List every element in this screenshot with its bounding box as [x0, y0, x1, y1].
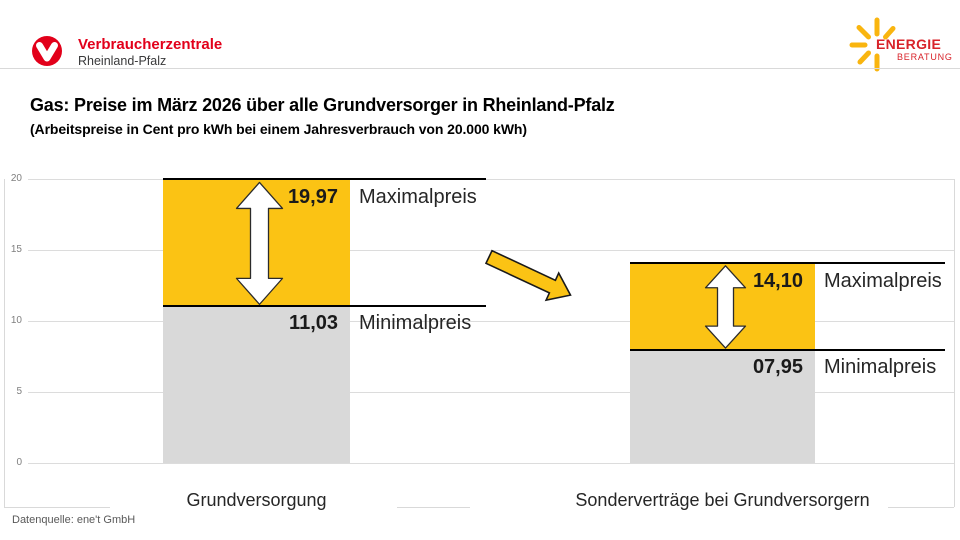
energie-label: ENERGIE: [876, 36, 942, 52]
min-price-line: [163, 305, 486, 308]
source-note: Datenquelle: ene't GmbH: [12, 514, 136, 526]
max-price-value: 14,10: [752, 269, 803, 292]
plot-border-left: [4, 179, 5, 507]
gridline: [28, 392, 954, 393]
gridline: [28, 463, 954, 464]
energie-beratung-logo: ENERGIE BERATUNG: [876, 37, 953, 62]
sun-icon: [849, 17, 896, 72]
min-price-caption: Minimalpreis: [824, 356, 937, 379]
brand-text: Verbraucherzentrale Rheinland-Pfalz: [78, 36, 223, 69]
gridline: [28, 179, 954, 180]
header-divider: [0, 68, 960, 69]
category-label: Grundversorgung: [176, 489, 337, 511]
y-axis-tick: 5: [16, 386, 22, 397]
v-circle-icon: [32, 36, 62, 66]
category-label: Sonderverträge bei Grundversorgern: [565, 489, 880, 511]
y-axis-tick: 10: [10, 315, 22, 326]
verbraucherzentrale-logo: [30, 34, 64, 73]
brand-region: Rheinland-Pfalz: [78, 53, 167, 68]
max-price-value: 19,97: [287, 186, 338, 209]
bar-min-segment: [630, 350, 815, 463]
plot-border-bottom: [397, 507, 470, 508]
plot-border-right: [954, 179, 955, 507]
decrease-arrow-icon: [484, 249, 572, 302]
min-price-caption: Minimalpreis: [359, 312, 472, 335]
min-price-value: 07,95: [752, 356, 803, 379]
y-axis-tick: 20: [10, 173, 22, 184]
page-subtitle: (Arbeitspreise in Cent pro kWh bei einem…: [30, 121, 527, 137]
max-price-caption: Maximalpreis: [359, 186, 477, 209]
y-axis-tick: 0: [16, 457, 22, 468]
plot-border-bottom: [888, 507, 954, 508]
beratung-label: BERATUNG: [897, 52, 953, 62]
max-price-line: [163, 178, 486, 181]
max-price-caption: Maximalpreis: [824, 269, 942, 292]
plot-border-bottom: [4, 507, 110, 508]
min-price-line: [630, 349, 945, 352]
y-axis-tick: 15: [10, 244, 22, 255]
page-title: Gas: Preise im März 2026 über alle Grund…: [30, 95, 615, 115]
bar-min-segment: [163, 306, 350, 463]
max-price-line: [630, 261, 945, 264]
brand-name: Verbraucherzentrale: [78, 36, 223, 53]
min-price-value: 11,03: [289, 312, 338, 335]
gridline: [28, 321, 954, 322]
